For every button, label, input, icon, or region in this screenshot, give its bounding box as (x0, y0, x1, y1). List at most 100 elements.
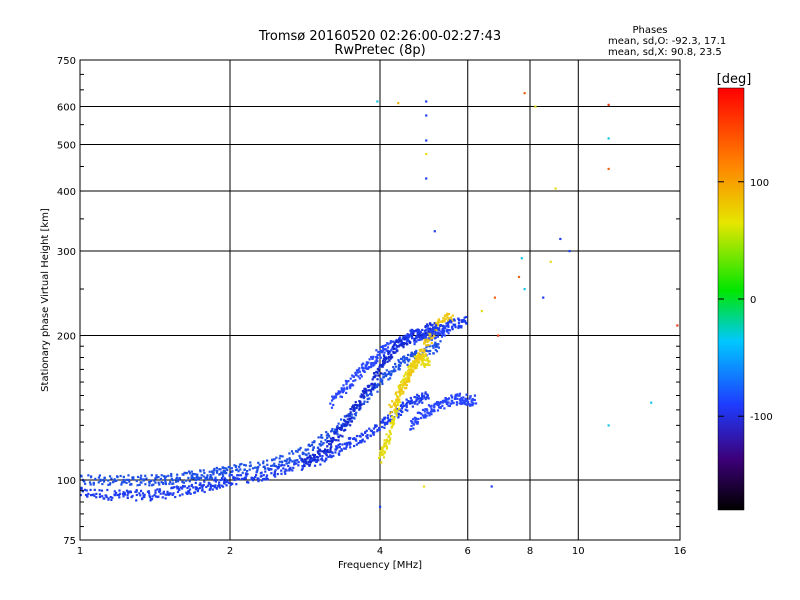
data-point (254, 475, 257, 479)
data-point (162, 475, 166, 478)
data-point (158, 483, 161, 486)
data-point (92, 493, 95, 496)
data-point (254, 473, 258, 477)
data-point (607, 103, 610, 106)
data-point (424, 353, 427, 356)
data-point (412, 330, 415, 333)
data-point (95, 496, 98, 499)
y-tick-label: 750 (57, 56, 76, 67)
data-point (177, 488, 181, 491)
data-point (352, 379, 355, 383)
data-point (160, 481, 163, 484)
data-point (457, 321, 461, 325)
data-point (348, 412, 351, 416)
data-point (177, 478, 180, 481)
data-point (329, 437, 333, 440)
data-point (383, 439, 386, 442)
data-point (208, 482, 211, 485)
data-point (412, 352, 416, 356)
data-point (421, 349, 425, 352)
data-point (347, 437, 351, 440)
data-point (325, 457, 328, 460)
data-point (288, 452, 291, 455)
data-point (406, 374, 410, 377)
data-point (396, 407, 399, 411)
data-point (331, 441, 334, 444)
data-point (434, 333, 437, 336)
data-point (348, 414, 351, 417)
data-point (170, 477, 173, 480)
data-point (398, 400, 401, 404)
data-point (447, 404, 450, 407)
data-point (607, 167, 610, 171)
data-point (86, 495, 89, 498)
data-point (83, 488, 87, 491)
data-point (362, 396, 365, 400)
data-point (395, 404, 398, 407)
data-point (304, 460, 307, 463)
data-point (135, 488, 138, 492)
data-point (398, 338, 401, 341)
data-point (233, 478, 236, 482)
data-point (122, 495, 125, 498)
data-point (341, 422, 344, 425)
data-point (373, 375, 376, 379)
data-point (220, 472, 224, 475)
data-point (415, 400, 418, 403)
data-point (428, 363, 431, 366)
data-point (336, 430, 339, 433)
data-point (425, 359, 428, 362)
data-point (385, 369, 388, 372)
data-point (304, 458, 307, 461)
data-point (420, 348, 423, 351)
data-point (298, 448, 301, 451)
data-point (209, 484, 212, 487)
data-point (383, 348, 386, 351)
data-point (676, 324, 679, 327)
data-point (354, 379, 357, 382)
data-point (440, 331, 444, 335)
data-point (397, 359, 400, 362)
data-point (415, 335, 418, 338)
data-point (454, 396, 457, 399)
data-point (417, 360, 420, 364)
data-point (399, 413, 403, 417)
data-point (425, 332, 428, 335)
data-point (415, 329, 418, 333)
data-point (319, 443, 322, 446)
data-point (398, 368, 401, 371)
data-point (392, 366, 395, 369)
data-point (248, 468, 251, 471)
data-point (428, 322, 432, 325)
data-point (138, 483, 141, 486)
data-point (369, 392, 372, 396)
grid-lines (80, 60, 680, 540)
data-point (402, 375, 406, 378)
data-point (458, 398, 462, 401)
data-point (465, 315, 468, 319)
data-point (383, 421, 387, 424)
data-point (392, 418, 395, 421)
data-point (336, 433, 339, 436)
data-point (368, 427, 371, 430)
data-point (216, 469, 219, 472)
data-point (352, 375, 355, 378)
data-point (113, 478, 116, 481)
data-point (266, 477, 269, 481)
data-point (340, 387, 343, 390)
data-point (288, 461, 291, 464)
data-point (389, 432, 392, 435)
data-point (158, 489, 162, 492)
data-point (398, 398, 401, 401)
data-point (388, 434, 391, 437)
data-point (344, 420, 347, 423)
data-point (309, 444, 312, 448)
y-tick-label: 75 (63, 536, 76, 547)
data-point (192, 472, 195, 476)
data-point (251, 479, 255, 482)
data-point (445, 402, 448, 405)
data-point (270, 472, 273, 475)
data-point (340, 395, 344, 399)
data-point (379, 377, 382, 381)
data-point (389, 373, 392, 376)
